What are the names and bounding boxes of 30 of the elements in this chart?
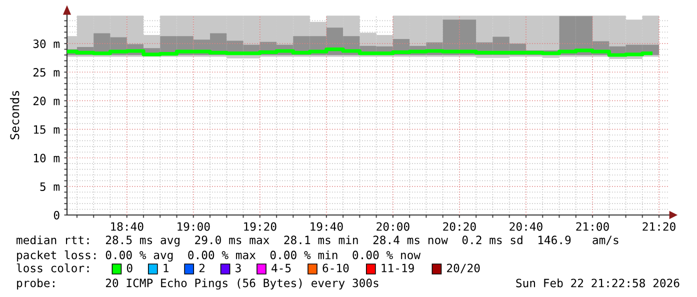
y-tick-label: 25 m <box>33 68 60 77</box>
text: loss color: <box>16 263 89 272</box>
text: 0 <box>126 264 132 272</box>
x-tick-label: 19:20 <box>244 222 276 231</box>
y-tick-label: 15 m <box>34 125 60 134</box>
text: 20/20 <box>447 264 480 274</box>
text: 2 <box>199 264 204 272</box>
y-tick-label: 10 m <box>34 154 60 162</box>
text: 3 <box>236 264 241 272</box>
text: 11-19 <box>382 264 414 272</box>
text: packet loss: 0.00 % avg 0.00 % max 0.00 % min 0.00 % now <box>17 250 421 262</box>
x-tick-label: 20:40 <box>510 222 542 231</box>
y-axis-title: Seconds <box>10 91 20 140</box>
x-tick-label: 21:20 <box>642 222 676 231</box>
y-tick-label: 30 m <box>33 39 60 48</box>
y-tick-label: 20 m <box>33 96 60 106</box>
x-tick-label: 21:00 <box>576 222 609 231</box>
x-tick-label: 19:00 <box>178 222 210 231</box>
x-tick-label: 20:20 <box>443 222 476 231</box>
text: 1 <box>164 264 168 272</box>
y-tick-label: 5 m <box>40 182 60 191</box>
text: probe: 20 ICMP Echo Pings (56 Bytes) every 300s <box>17 278 378 290</box>
x-tick-label: 19:40 <box>310 222 343 231</box>
x-tick-label: 18:40 <box>111 222 144 231</box>
text: 4-5 <box>272 264 291 272</box>
text: Sun Feb 22 21:22:58 2026 <box>516 278 680 288</box>
text: 6-10 <box>322 264 349 272</box>
x-tick-label: 20:00 <box>376 222 410 231</box>
text: median rtt: 28.5 ms avg 29.0 ms max 28.1 ms min 28.4 ms now 0.2 ms sd 146.9 am/s <box>16 235 618 247</box>
y-tick-label: 0 <box>54 210 60 220</box>
